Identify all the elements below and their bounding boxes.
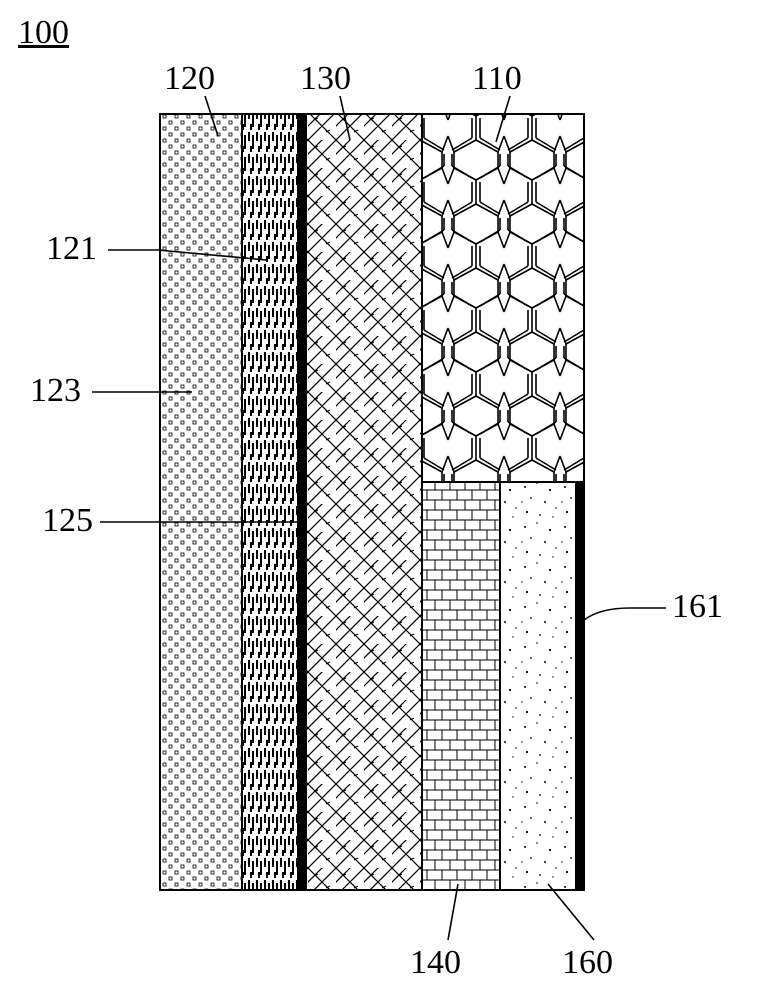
cross-section-svg	[0, 0, 773, 1000]
callout-125: 125	[42, 504, 93, 538]
callout-123: 123	[30, 374, 81, 408]
figure-ref-label: 100	[18, 16, 69, 50]
callout-120: 120	[164, 62, 215, 96]
callout-140: 140	[410, 946, 461, 980]
callout-110: 110	[472, 62, 522, 96]
layer-110	[422, 114, 584, 482]
layer-161	[576, 482, 584, 890]
figure-canvas: 100 120 130 110 121 123 125 161 140 160	[0, 0, 773, 1000]
callout-121: 121	[46, 232, 97, 266]
layer-125	[298, 114, 306, 890]
callout-161: 161	[672, 590, 723, 624]
layer-130	[306, 114, 422, 890]
layer-123	[160, 114, 242, 890]
callout-130: 130	[300, 62, 351, 96]
layer-140	[422, 482, 500, 890]
layer-160	[500, 482, 576, 890]
layer-group	[160, 114, 584, 890]
layer-121	[242, 114, 298, 890]
callout-160: 160	[562, 946, 613, 980]
